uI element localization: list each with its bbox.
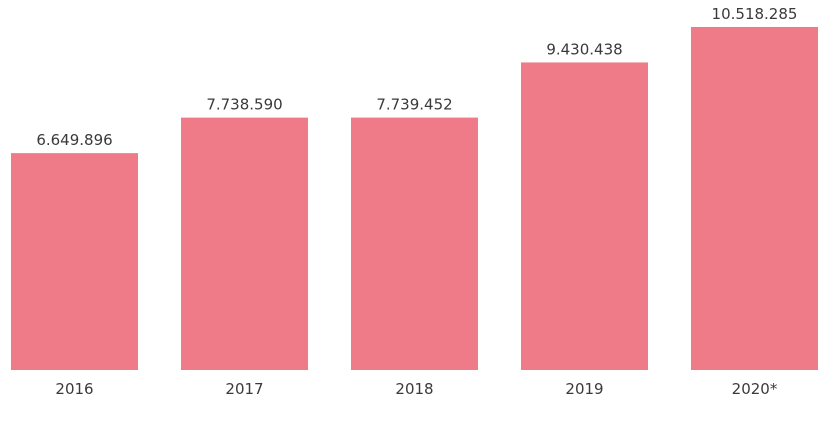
x-tick-label-2020*: 2020* xyxy=(732,380,778,398)
bar-2018 xyxy=(351,117,478,370)
bar-2019 xyxy=(521,62,648,370)
bar-2017 xyxy=(181,117,308,370)
bar-value-label-2019: 9.430.438 xyxy=(546,40,622,58)
x-tick-label-2018: 2018 xyxy=(395,380,433,398)
bar-value-label-2016: 6.649.896 xyxy=(36,131,112,149)
bar-2016 xyxy=(11,153,138,370)
x-axis-ticks-group: 2016 2017 2018 2019 2020* xyxy=(55,380,777,398)
value-labels-group: 6.649.896 7.738.590 7.739.452 9.430.438 10.5… xyxy=(36,5,797,149)
x-tick-label-2019: 2019 xyxy=(565,380,603,398)
x-tick-label-2017: 2017 xyxy=(225,380,263,398)
bar-value-label-2018: 7.739.452 xyxy=(376,96,452,114)
bar-value-label-2017: 7.738.590 xyxy=(206,96,282,114)
bars-group xyxy=(11,26,818,370)
x-tick-label-2016: 2016 xyxy=(55,380,93,398)
bar-value-label-2020*: 10.518.285 xyxy=(712,5,798,23)
bar-2020* xyxy=(691,26,818,370)
